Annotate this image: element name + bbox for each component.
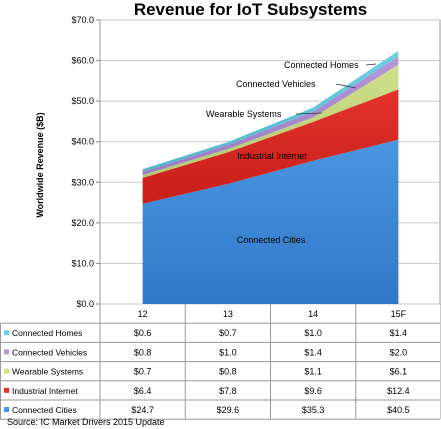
table-cell: $6.1 [390, 367, 408, 377]
series-label: Industrial Internet [237, 151, 307, 161]
table-cell: $0.8 [134, 347, 152, 357]
y-tick-label: $10.0 [71, 258, 94, 268]
table-cell: $1.0 [219, 347, 237, 357]
legend-swatch [4, 368, 9, 374]
chart-title: Revenue for IoT Subsystems [133, 0, 368, 19]
series-label: Connected Vehicles [236, 79, 316, 89]
legend-swatch [4, 407, 9, 412]
label-leader-line [295, 112, 323, 115]
table-cell: $6.4 [134, 386, 152, 396]
table-cell: $1.1 [304, 367, 322, 377]
y-tick-label: $40.0 [71, 137, 94, 147]
series-label: Wearable Systems [206, 109, 282, 119]
table-cell: $0.6 [134, 328, 152, 338]
table-row-label: Wearable Systems [12, 367, 83, 377]
y-tick-label: $50.0 [71, 96, 94, 106]
x-tick-label: 15F [391, 309, 407, 319]
y-tick-label: $0.0 [76, 299, 94, 309]
source-note: Source: IC Market Drivers 2015 Update [7, 417, 165, 427]
label-leader-line [365, 63, 377, 66]
x-tick-label: 14 [308, 309, 318, 319]
table-row-label: Connected Cities [12, 405, 77, 415]
table-cell: $7.8 [219, 386, 237, 396]
label-leader-line [335, 83, 357, 89]
legend-swatch [4, 349, 9, 355]
legend-swatch [4, 330, 9, 336]
table-row-label: Industrial Internet [12, 386, 78, 396]
series-label: Connected Homes [284, 60, 359, 70]
y-tick-label: $30.0 [71, 177, 94, 187]
table-cell: $9.6 [304, 386, 322, 396]
table-cell: $0.7 [134, 367, 152, 377]
table-row-label: Connected Vehicles [12, 347, 87, 357]
series-label: Connected Cities [237, 235, 306, 245]
table-cell: $2.0 [390, 347, 408, 357]
table-cell: $0.8 [219, 367, 237, 377]
table-cell: $24.7 [131, 405, 154, 415]
table-cell: $1.4 [390, 328, 408, 338]
y-tick-label: $70.0 [71, 15, 94, 25]
table-cell: $12.4 [387, 386, 410, 396]
table-cell: $29.6 [217, 405, 240, 415]
x-tick-label: 13 [223, 309, 233, 319]
area-industrial-internet [142, 89, 399, 204]
table-cell: $1.0 [304, 328, 322, 338]
table-cell: $0.7 [219, 328, 237, 338]
legend-swatch [4, 387, 9, 393]
y-tick-label: $60.0 [71, 56, 94, 66]
table-cell: $1.4 [304, 347, 322, 357]
x-tick-label: 12 [138, 309, 148, 319]
table-cell: $35.3 [302, 405, 325, 415]
area-connected-cities [142, 139, 399, 304]
y-tick-label: $20.0 [71, 218, 94, 228]
table-cell: $40.5 [387, 405, 410, 415]
table-row-label: Connected Homes [12, 328, 82, 338]
